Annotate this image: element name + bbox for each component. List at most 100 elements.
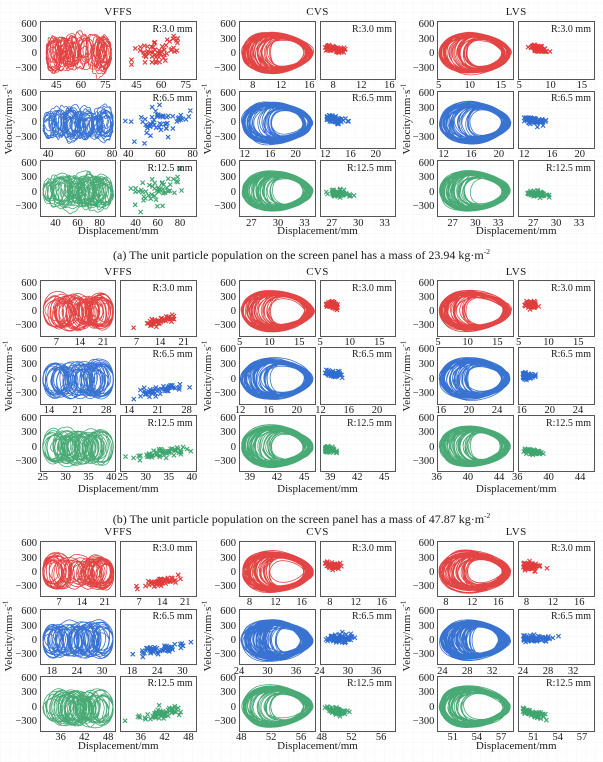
poincare-plot-b-vffs-r1 [120, 280, 197, 337]
x-tick-label: 44 [493, 472, 505, 484]
x-tick-label: 20 [371, 405, 383, 417]
phase-plot-b-lvs-r1 [437, 280, 514, 337]
x-tick-label: 14 [76, 597, 88, 609]
x-tick-label: 75 [100, 79, 111, 91]
x-tick-label: 56 [295, 732, 307, 744]
y-tick-label: 600 [220, 344, 236, 356]
x-tick-label: 7 [133, 336, 140, 348]
x-tick-label: 21 [98, 336, 109, 348]
scatter-markers [521, 114, 549, 129]
x-tick-label: 30 [60, 472, 71, 484]
phase-plot-c-vffs-r2 [40, 608, 116, 666]
x-tick-label: 48 [102, 732, 114, 744]
phase-curves [240, 356, 314, 400]
y-tick-label: 600 [220, 19, 236, 31]
x-tick-label: 5 [516, 79, 522, 91]
scatter-markers [322, 558, 344, 573]
x-axis-label-a-lvs: Displacement/mm [475, 225, 557, 237]
scatter-points [520, 704, 549, 723]
x-tick-label: 8 [443, 597, 449, 609]
y-tick-label: 600 [220, 413, 236, 424]
y-tick-label: −300 [214, 715, 236, 727]
radius-label-b-cvs-r2: R:6.5 mm [351, 349, 392, 361]
scatter-markers [321, 703, 352, 719]
x-tick-label: 40 [42, 148, 54, 160]
phase-trajectory [438, 32, 513, 76]
poincare-plot-b-vffs-r2 [120, 346, 197, 405]
y-tick-label: 600 [220, 606, 236, 618]
x-tick-label: 48 [235, 732, 247, 744]
x-tick-label: 27 [447, 217, 458, 229]
x-tick-label: 39 [325, 472, 336, 484]
y-tick-label: 600 [21, 88, 37, 100]
phase-curves [439, 356, 511, 401]
caption-b: (b) The unit particle population on the … [0, 511, 603, 527]
x-tick-label: 30 [550, 217, 562, 229]
x-tick-label: 12 [438, 148, 449, 160]
y-tick-label: 600 [220, 538, 236, 550]
phase-curves [42, 170, 115, 215]
scatter-markers [122, 101, 193, 146]
phase-plot-b-cvs-r2 [239, 346, 316, 405]
x-tick-label: 40 [130, 217, 141, 229]
column-title-c-vffs: VFFS [104, 525, 133, 538]
phase-trajectory [240, 356, 314, 400]
x-tick-label: 7 [53, 336, 60, 348]
caption-text: (a) The unit particle population on the … [113, 247, 484, 262]
column-title-b-cvs: CVS [306, 265, 329, 278]
x-tick-label: 40 [462, 472, 474, 484]
phase-trajectory [42, 426, 114, 468]
y-tick-label: −300 [15, 715, 37, 727]
x-tick-label: 30 [342, 665, 354, 677]
x-tick-label: 12 [356, 79, 367, 91]
x-tick-label: 10 [462, 336, 473, 348]
y-tick-label: −300 [412, 388, 435, 400]
poincare-plot-c-cvs-r1 [319, 540, 396, 597]
x-axis-label-b-lvs: Displacement/mm [475, 482, 557, 495]
scatter-markers [322, 42, 348, 56]
poincare-plot-c-cvs-r3 [319, 675, 396, 732]
phase-plot-b-vffs-r3 [40, 415, 116, 473]
scatter-markers [520, 369, 539, 382]
x-tick-label: 27 [326, 217, 338, 229]
scatter-markers [122, 702, 184, 723]
scatter-markers [525, 42, 553, 55]
x-tick-label: 25 [37, 472, 48, 484]
radius-label-b-cvs-r1: R:3.0 mm [351, 282, 392, 294]
x-tick-label: 24 [233, 665, 245, 677]
x-tick-label: 40 [122, 148, 134, 160]
radius-label-b-lvs-r1: R:3.0 mm [550, 282, 591, 294]
x-tick-label: 27 [527, 217, 539, 229]
y-tick-label: 300 [220, 620, 236, 632]
radius-label-a-lvs-r3: R:12.5 mm [545, 162, 591, 174]
scatter-points [122, 702, 184, 723]
y-tick-label: 600 [418, 277, 435, 289]
y-tick-label: 0 [230, 701, 236, 713]
y-tick-label: 600 [418, 673, 435, 685]
scatter-points [520, 558, 550, 574]
phase-trajectory [241, 32, 314, 75]
scatter-points [133, 572, 183, 592]
x-tick-label: 5 [236, 336, 243, 348]
poincare-plot-c-vffs-r2 [120, 608, 197, 666]
y-tick-label: 300 [21, 33, 37, 45]
x-tick-label: 8 [250, 79, 256, 91]
phase-trajectory [439, 618, 512, 661]
x-tick-label: 16 [343, 405, 355, 417]
scatter-points [322, 42, 348, 56]
y-tick-label: 300 [21, 687, 37, 699]
y-tick-label: 300 [21, 291, 37, 303]
y-tick-label: −300 [15, 201, 37, 213]
poincare-plot-a-vffs-r3 [120, 160, 197, 218]
y-tick-label: 300 [418, 552, 435, 564]
poincare-plot-b-lvs-r2 [518, 346, 595, 405]
y-tick-label: −300 [214, 649, 236, 661]
x-tick-label: 12 [270, 597, 281, 609]
phase-curves [240, 290, 315, 333]
y-tick-label: 600 [220, 158, 236, 170]
y-tick-label: −300 [15, 455, 37, 467]
phase-curves [240, 100, 314, 145]
phase-trajectory [241, 424, 314, 469]
y-tick-label: 300 [21, 359, 37, 371]
phase-trajectory [242, 549, 314, 593]
